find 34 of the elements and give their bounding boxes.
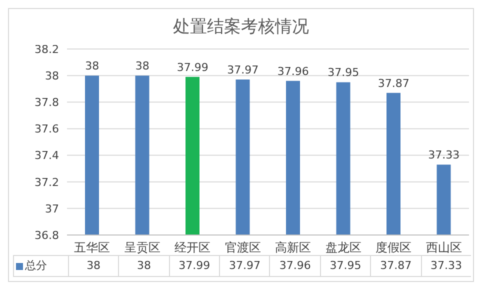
x-tick-label: 经开区 [174, 240, 211, 255]
data-label: 37.99 [168, 256, 220, 276]
y-tick-label: 37.6 [34, 122, 59, 136]
data-label: 38 [68, 256, 118, 276]
data-label: 37.33 [420, 256, 471, 276]
x-tick-label: 五华区 [74, 240, 110, 255]
annotation: 37.96 [277, 64, 309, 78]
y-tick-label: 37.8 [34, 96, 59, 110]
chart-title: 处置结案考核情况 [173, 17, 309, 37]
annotation: 37.97 [227, 64, 259, 77]
x-tick-label: 西山区 [426, 240, 462, 255]
data-label: 37.97 [219, 256, 270, 276]
data-label: 37.95 [320, 256, 370, 276]
x-tick-label: 盘龙区 [325, 240, 362, 255]
y-tick-label: 37.4 [34, 149, 59, 162]
x-tick-label: 高新区 [275, 240, 312, 255]
annotation: 37.95 [328, 66, 360, 80]
y-tick-label: 36.8 [34, 228, 59, 242]
annotation: 38 [85, 60, 100, 73]
legend-label: 总分 [25, 258, 47, 274]
x-tick-label: 呈贡区 [124, 240, 160, 255]
x-tick-label: 官渡区 [224, 240, 261, 255]
y-tick-label: 37 [45, 202, 59, 216]
y-tick-label: 38 [45, 69, 59, 82]
data-label: 37.87 [370, 256, 421, 276]
data-label: 38 [118, 256, 169, 276]
annotation: 37.87 [378, 76, 410, 90]
x-tick-label: 度假区 [376, 240, 412, 255]
annotation: 37.99 [176, 60, 208, 74]
annotation: 38 [135, 60, 150, 73]
y-tick-label: 37.2 [34, 176, 59, 189]
data-label: 37.96 [269, 256, 320, 276]
y-tick-label: 38.2 [34, 42, 59, 56]
annotation: 37.33 [428, 148, 460, 162]
